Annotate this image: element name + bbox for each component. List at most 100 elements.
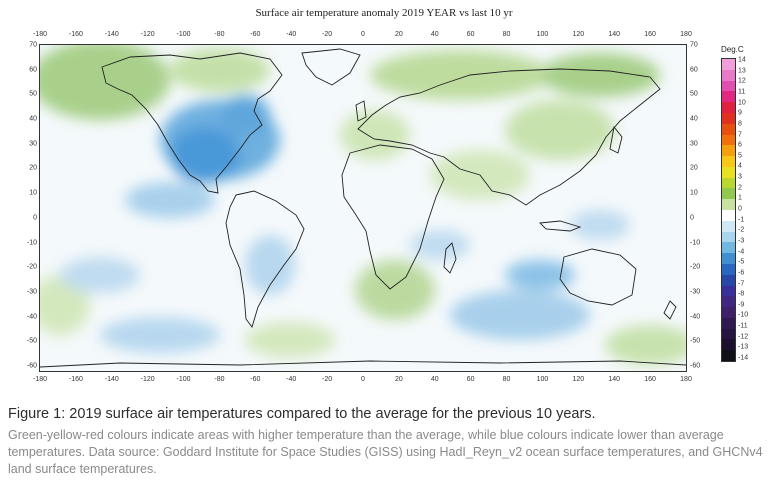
longitude-tick-top: -120 <box>140 31 155 38</box>
latitude-tick-right: -10 <box>690 239 701 247</box>
longitude-tick-top: 0 <box>361 31 365 38</box>
legend-swatch <box>722 220 735 233</box>
longitude-tick-bottom: -180 <box>32 376 48 383</box>
legend-swatch <box>722 350 735 362</box>
legend-swatch <box>722 274 735 286</box>
latitude-tick-left: -10 <box>26 239 37 247</box>
longitude-tick-top: 60 <box>466 31 475 38</box>
longitude-tick-bottom: -80 <box>214 376 225 383</box>
legend-swatch <box>722 166 735 179</box>
legend-label: -14 <box>738 354 749 362</box>
legend-label: -4 <box>738 248 745 256</box>
longitude-tick-bottom: 40 <box>430 376 439 383</box>
legend-label: 11 <box>738 88 746 96</box>
legend-label: -7 <box>738 280 745 287</box>
legend-swatch <box>722 91 735 103</box>
longitude-tick-top: -40 <box>286 31 297 38</box>
latitude-tick-left: -30 <box>26 288 37 296</box>
legend-label: -10 <box>738 311 749 319</box>
longitude-tick-bottom: -100 <box>176 376 191 383</box>
longitude-tick-bottom: -40 <box>286 376 297 383</box>
latitude-tick-right: 40 <box>690 115 698 123</box>
legend-label: 8 <box>738 120 742 128</box>
longitude-tick-bottom: -160 <box>68 376 83 383</box>
legend-label: -3 <box>738 237 745 245</box>
legend-label: -8 <box>738 290 745 298</box>
legend-swatch <box>722 188 735 200</box>
longitude-tick-top: -180 <box>32 31 48 38</box>
legend-swatch <box>722 231 735 243</box>
legend-swatch <box>722 296 735 308</box>
latitude-tick-right: 50 <box>690 90 698 98</box>
legend-swatch <box>722 210 735 222</box>
longitude-tick-bottom: 100 <box>536 376 549 383</box>
legend-swatch <box>722 199 735 211</box>
legend-label: 5 <box>738 152 742 160</box>
latitude-tick-left: -50 <box>26 337 37 345</box>
legend-swatch <box>722 69 735 82</box>
latitude-tick-right: 20 <box>690 164 698 172</box>
figure-caption-body: Green-yellow-red colours indicate areas … <box>8 428 763 476</box>
latitude-tick-right: -40 <box>690 313 701 321</box>
legend-swatch <box>722 328 735 340</box>
legend-label: 6 <box>738 141 742 149</box>
legend-label: 12 <box>738 77 746 85</box>
latitude-tick-left: 30 <box>29 140 37 148</box>
legend-swatch <box>722 123 735 135</box>
legend-swatch <box>722 253 735 265</box>
longitude-tick-bottom: 160 <box>644 376 656 383</box>
legend-label: 14 <box>738 56 746 64</box>
latitude-tick-left: 10 <box>29 189 37 197</box>
longitude-tick-top: -60 <box>250 31 261 38</box>
legend-swatch <box>722 59 735 71</box>
legend-color-bar <box>721 58 736 362</box>
longitude-tick-bottom: 20 <box>394 376 403 383</box>
legend-label: 2 <box>738 184 742 192</box>
legend-swatch <box>722 177 735 189</box>
longitude-tick-top: -160 <box>68 31 83 38</box>
longitude-tick-top: -140 <box>104 31 119 38</box>
legend-label: 13 <box>738 67 746 75</box>
legend-swatch <box>722 156 735 168</box>
legend-label: -13 <box>738 343 749 351</box>
latitude-tick-left: 0 <box>33 214 37 222</box>
legend-swatch <box>722 339 735 351</box>
latitude-tick-left: 70 <box>29 41 37 49</box>
legend-swatch <box>722 145 735 157</box>
longitude-tick-bottom: 120 <box>572 376 585 383</box>
legend-label: -12 <box>738 333 749 341</box>
legend-label: 3 <box>738 173 742 181</box>
legend-swatch <box>722 307 735 319</box>
longitude-tick-top: 20 <box>394 31 403 38</box>
longitude-tick-top: -100 <box>176 31 191 38</box>
legend-label: 7 <box>738 131 742 138</box>
latitude-tick-left: -60 <box>26 362 37 370</box>
legend-label: -11 <box>738 322 748 330</box>
longitude-tick-bottom: -20 <box>322 376 333 383</box>
latitude-tick-right: 10 <box>690 189 698 197</box>
legend-label: 1 <box>738 194 742 202</box>
legend-label: -1 <box>738 216 745 224</box>
latitude-tick-right: 30 <box>690 140 698 148</box>
continent-outlines <box>40 48 686 368</box>
longitude-tick-bottom: 140 <box>608 376 621 383</box>
legend-title: Deg.C <box>721 45 744 54</box>
longitude-tick-bottom: -60 <box>250 376 261 383</box>
legend-swatch <box>722 285 735 297</box>
legend-label: -5 <box>738 258 745 266</box>
longitude-tick-top: 180 <box>680 31 692 38</box>
latitude-tick-left: -40 <box>26 313 37 321</box>
legend-label: 0 <box>738 205 742 213</box>
legend-swatch <box>722 112 735 125</box>
latitude-tick-left: 40 <box>29 115 37 123</box>
map-canvas <box>40 45 686 371</box>
longitude-tick-top: -20 <box>322 31 333 38</box>
anomaly-field <box>40 45 686 365</box>
longitude-tick-top: 160 <box>644 31 656 38</box>
legend-label: 9 <box>738 109 742 117</box>
legend-label: -6 <box>738 269 745 277</box>
longitude-tick-top: 40 <box>430 31 439 38</box>
latitude-tick-left: -20 <box>26 263 37 271</box>
longitude-tick-top: 140 <box>608 31 621 38</box>
longitude-tick-bottom: 60 <box>466 376 475 383</box>
